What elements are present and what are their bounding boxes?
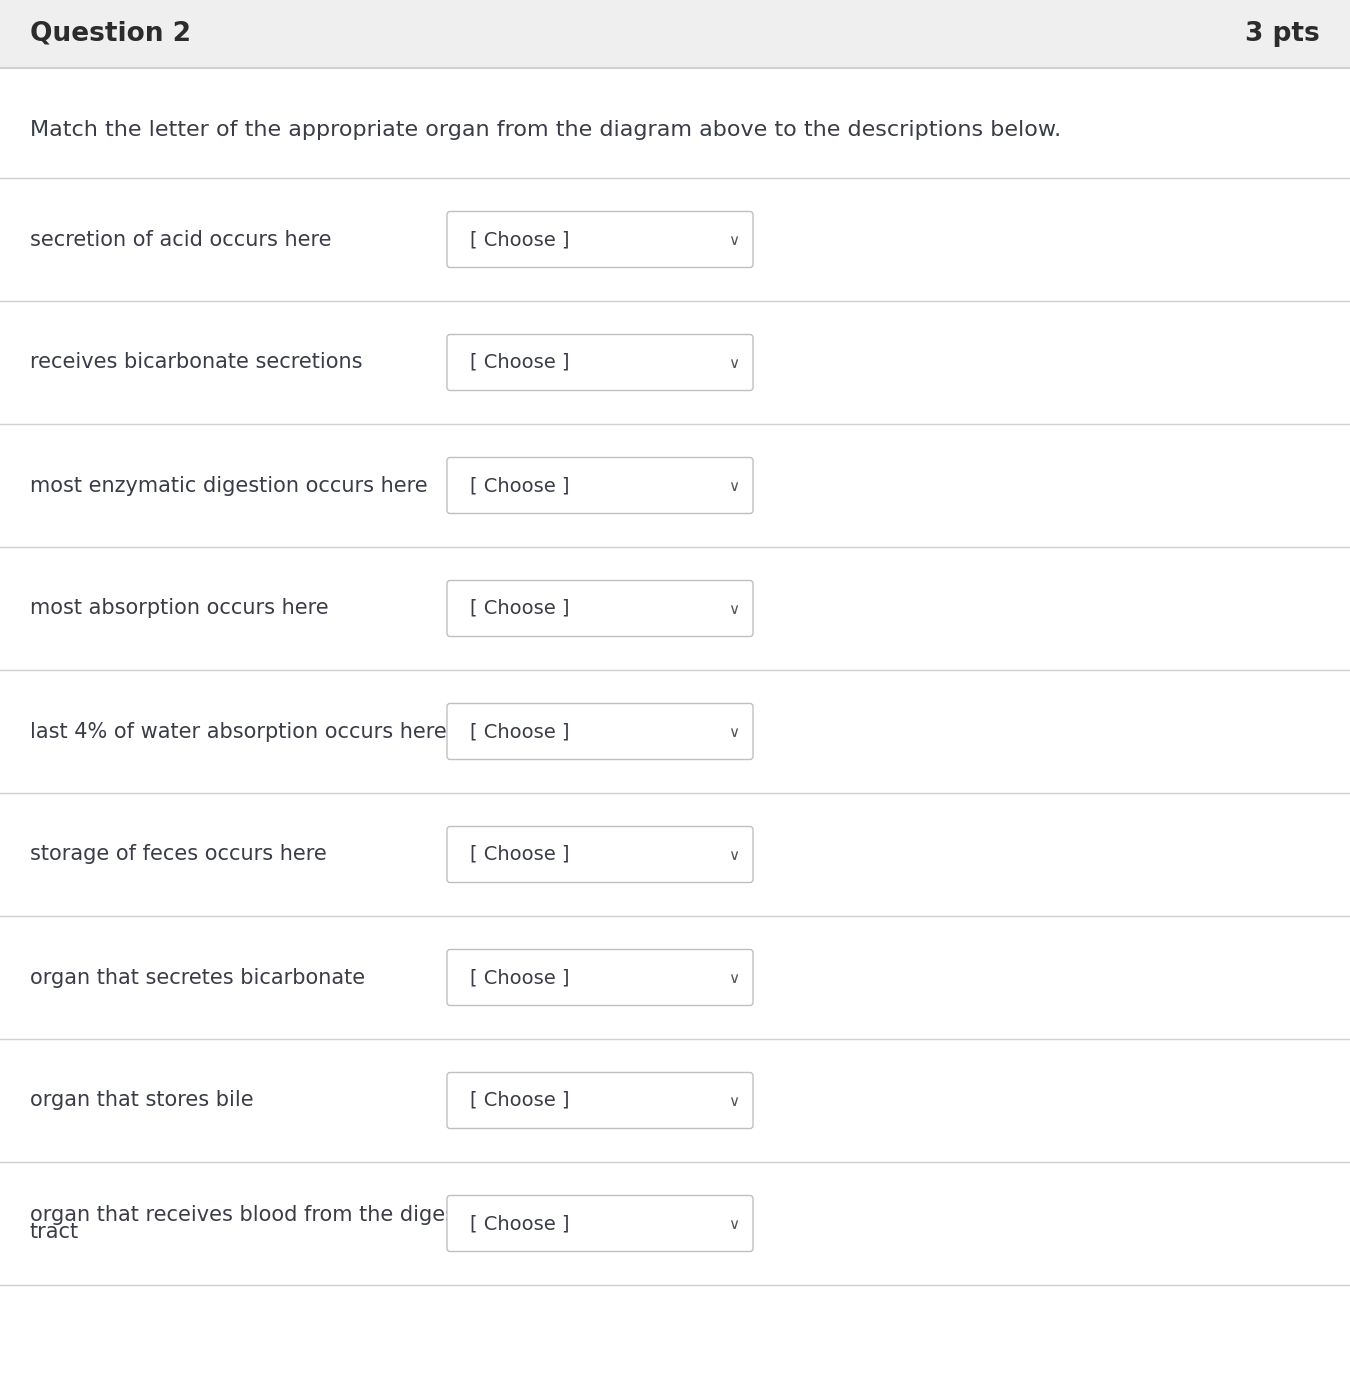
Text: [ Choose ]: [ Choose ]: [470, 599, 570, 618]
Text: ∨: ∨: [729, 233, 740, 248]
FancyBboxPatch shape: [447, 334, 753, 391]
Text: [ Choose ]: [ Choose ]: [470, 722, 570, 741]
Text: ∨: ∨: [729, 602, 740, 617]
Text: Question 2: Question 2: [30, 21, 190, 47]
Text: [ Choose ]: [ Choose ]: [470, 230, 570, 248]
Text: most absorption occurs here: most absorption occurs here: [30, 599, 328, 618]
Text: most enzymatic digestion occurs here: most enzymatic digestion occurs here: [30, 476, 428, 495]
Text: [ Choose ]: [ Choose ]: [470, 353, 570, 373]
Text: ∨: ∨: [729, 972, 740, 985]
Text: secretion of acid occurs here: secretion of acid occurs here: [30, 229, 332, 250]
Text: last 4% of water absorption occurs here: last 4% of water absorption occurs here: [30, 722, 447, 741]
FancyBboxPatch shape: [447, 1072, 753, 1129]
Text: ∨: ∨: [729, 1217, 740, 1232]
Text: ∨: ∨: [729, 1094, 740, 1110]
Text: 3 pts: 3 pts: [1245, 21, 1320, 47]
Text: ∨: ∨: [729, 356, 740, 371]
Text: ∨: ∨: [729, 479, 740, 494]
Text: organ that secretes bicarbonate: organ that secretes bicarbonate: [30, 967, 364, 988]
Text: ∨: ∨: [729, 847, 740, 862]
Text: [ Choose ]: [ Choose ]: [470, 1092, 570, 1110]
Text: receives bicarbonate secretions: receives bicarbonate secretions: [30, 352, 363, 373]
Text: organ that receives blood from the digestive: organ that receives blood from the diges…: [30, 1205, 495, 1225]
FancyBboxPatch shape: [447, 458, 753, 513]
Text: [ Choose ]: [ Choose ]: [470, 1214, 570, 1232]
FancyBboxPatch shape: [447, 827, 753, 882]
FancyBboxPatch shape: [447, 211, 753, 268]
FancyBboxPatch shape: [447, 581, 753, 636]
Text: Match the letter of the appropriate organ from the diagram above to the descript: Match the letter of the appropriate orga…: [30, 120, 1061, 139]
Text: ∨: ∨: [729, 724, 740, 740]
Text: [ Choose ]: [ Choose ]: [470, 845, 570, 864]
Bar: [0, 0, 1350, 68]
FancyBboxPatch shape: [447, 1195, 753, 1252]
Text: storage of feces occurs here: storage of feces occurs here: [30, 845, 327, 864]
Text: [ Choose ]: [ Choose ]: [470, 476, 570, 495]
Text: organ that stores bile: organ that stores bile: [30, 1090, 254, 1111]
Text: [ Choose ]: [ Choose ]: [470, 967, 570, 987]
FancyBboxPatch shape: [447, 704, 753, 759]
FancyBboxPatch shape: [447, 949, 753, 1006]
Text: tract: tract: [30, 1223, 80, 1242]
